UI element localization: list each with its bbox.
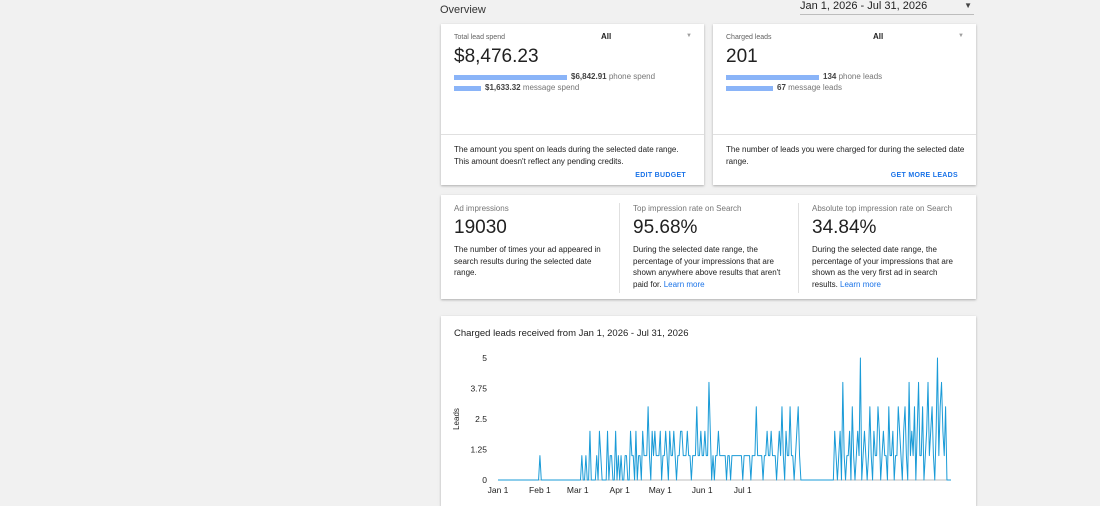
divider bbox=[798, 203, 799, 293]
learn-more-link[interactable]: Learn more bbox=[663, 279, 705, 289]
metric-title: Absolute top impression rate on Search bbox=[812, 204, 953, 213]
metric-value: 95.68% bbox=[633, 217, 698, 238]
metric-title: Top impression rate on Search bbox=[633, 204, 742, 213]
date-range-selector[interactable]: Jan 1, 2026 - Jul 31, 2026 ▼ bbox=[800, 0, 974, 15]
total-lead-spend-card: Total lead spend All ▼ $8,476.23 $6,842.… bbox=[441, 24, 704, 185]
x-tick-label: Jun 1 bbox=[692, 485, 713, 495]
message-spend-bar bbox=[454, 86, 481, 91]
message-leads-label: 67 message leads bbox=[777, 83, 842, 92]
card-description: The amount you spent on leads during the… bbox=[454, 145, 679, 166]
get-more-leads-button[interactable]: GET MORE LEADS bbox=[890, 172, 958, 179]
metric-top-impression-rate: Top impression rate on Search 95.68% Dur… bbox=[620, 195, 798, 299]
spend-filter-dropdown[interactable]: All ▼ bbox=[589, 32, 692, 44]
date-range-text: Jan 1, 2026 - Jul 31, 2026 bbox=[800, 0, 928, 12]
message-spend-label: $1,633.32 message spend bbox=[485, 83, 580, 92]
y-tick-label: 0 bbox=[482, 475, 487, 485]
dropdown-arrow-icon: ▼ bbox=[686, 33, 692, 39]
x-tick-label: Feb 1 bbox=[529, 485, 551, 495]
metric-absolute-top-impression-rate: Absolute top impression rate on Search 3… bbox=[799, 195, 976, 299]
phone-leads-label: 134 phone leads bbox=[823, 72, 883, 81]
metric-title: Ad impressions bbox=[454, 204, 509, 213]
card-title: Charged leads bbox=[726, 34, 772, 41]
card-description: The number of leads you were charged for… bbox=[726, 145, 965, 166]
x-tick-label: Jul 1 bbox=[734, 485, 752, 495]
charged-leads-chart-card: Charged leads received from Jan 1, 2026 … bbox=[441, 316, 976, 506]
y-tick-label: 2.5 bbox=[475, 414, 487, 424]
y-tick-label: 3.75 bbox=[470, 384, 487, 394]
chart-title: Charged leads received from Jan 1, 2026 … bbox=[454, 328, 689, 339]
charged-leads-card: Charged leads All ▼ 201 134 phone leads … bbox=[713, 24, 976, 185]
leads-filter-dropdown[interactable]: All ▼ bbox=[861, 32, 964, 44]
y-tick-label: 5 bbox=[482, 353, 487, 363]
filter-value: All bbox=[601, 32, 612, 41]
charged-leads-value: 201 bbox=[726, 46, 758, 67]
phone-leads-bar bbox=[726, 75, 819, 80]
chevron-down-icon: ▼ bbox=[964, 1, 972, 10]
overview-label: Overview bbox=[440, 4, 486, 16]
metric-value: 19030 bbox=[454, 217, 507, 238]
metric-description: During the selected date range, the perc… bbox=[633, 245, 781, 289]
x-tick-label: Jan 1 bbox=[488, 485, 509, 495]
message-leads-bar bbox=[726, 86, 773, 91]
impression-metrics-card: Ad impressions 19030 The number of times… bbox=[441, 195, 976, 299]
metric-value: 34.84% bbox=[812, 217, 877, 238]
x-tick-label: Mar 1 bbox=[567, 485, 589, 495]
filter-value: All bbox=[873, 32, 884, 41]
card-title: Total lead spend bbox=[454, 34, 505, 41]
leads-line-chart: 0 1.25 2.5 3.75 5 Leads Jan 1 Feb 1 Mar 1 Apr 1 Ma… bbox=[452, 353, 951, 495]
metric-ad-impressions: Ad impressions 19030 The number of times… bbox=[441, 195, 619, 299]
phone-spend-bar bbox=[454, 75, 567, 80]
total-spend-value: $8,476.23 bbox=[454, 46, 539, 67]
metric-description: During the selected date range, the perc… bbox=[812, 245, 953, 289]
y-axis-label: Leads bbox=[452, 408, 461, 430]
edit-budget-button[interactable]: EDIT BUDGET bbox=[635, 172, 686, 179]
y-tick-label: 1.25 bbox=[470, 445, 487, 455]
x-tick-label: Apr 1 bbox=[610, 485, 631, 495]
x-tick-label: May 1 bbox=[649, 485, 672, 495]
divider bbox=[619, 203, 620, 293]
leads-series-line bbox=[498, 357, 951, 481]
dropdown-arrow-icon: ▼ bbox=[958, 33, 964, 39]
phone-spend-label: $6,842.91 phone spend bbox=[571, 72, 656, 81]
learn-more-link[interactable]: Learn more bbox=[840, 279, 881, 289]
metric-description: The number of times your ad appeared in … bbox=[454, 245, 601, 277]
